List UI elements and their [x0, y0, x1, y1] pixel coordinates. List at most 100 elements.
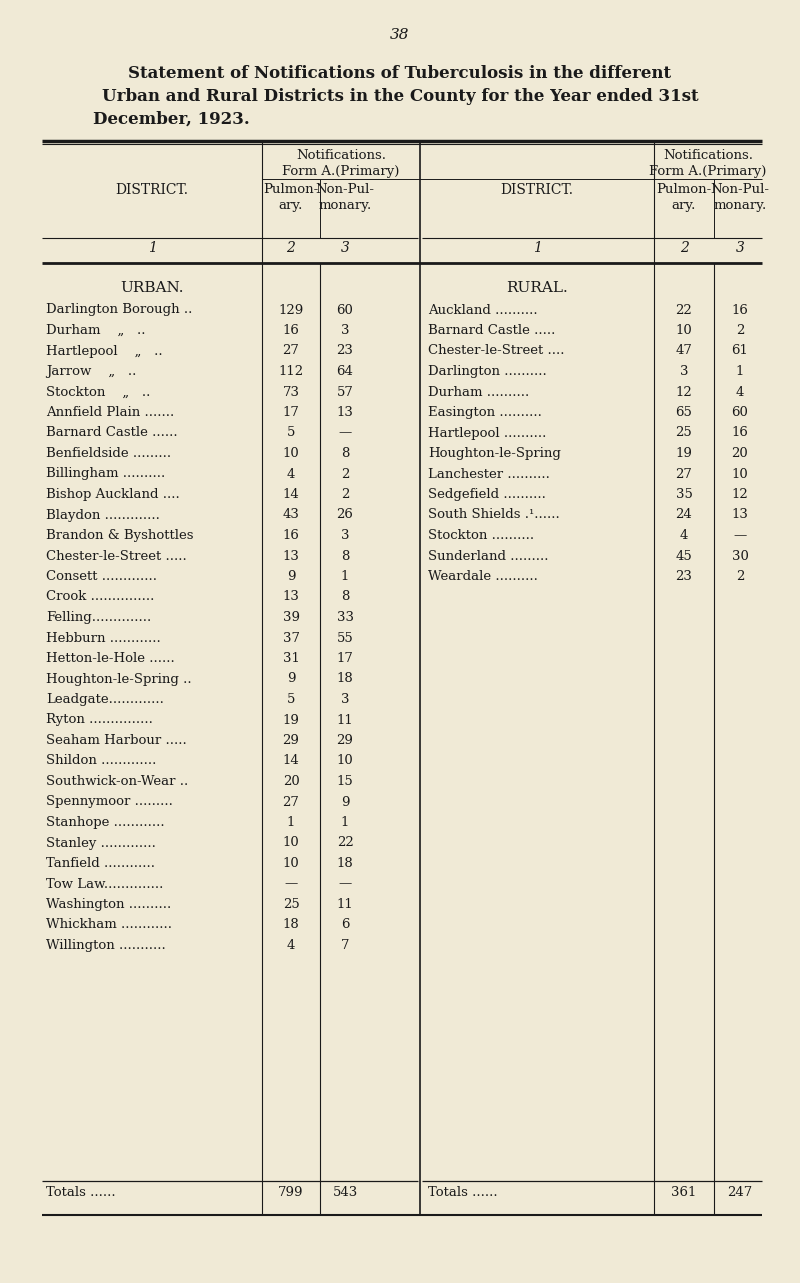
Text: 3: 3: [341, 325, 350, 337]
Text: 24: 24: [676, 508, 692, 521]
Text: Bishop Auckland ....: Bishop Auckland ....: [46, 488, 180, 500]
Text: Stockton    „   ..: Stockton „ ..: [46, 385, 150, 399]
Text: Spennymoor .........: Spennymoor .........: [46, 795, 173, 808]
Text: 47: 47: [675, 345, 693, 358]
Text: 23: 23: [675, 570, 693, 582]
Text: 29: 29: [282, 734, 299, 747]
Text: 17: 17: [282, 405, 299, 420]
Text: Barnard Castle ......: Barnard Castle ......: [46, 426, 178, 440]
Text: 4: 4: [680, 529, 688, 541]
Text: 23: 23: [337, 345, 354, 358]
Text: 11: 11: [337, 898, 354, 911]
Text: Crook ...............: Crook ...............: [46, 590, 154, 603]
Text: Houghton-le-Spring ..: Houghton-le-Spring ..: [46, 672, 192, 685]
Text: 2: 2: [736, 325, 744, 337]
Text: 60: 60: [731, 405, 749, 420]
Text: 45: 45: [676, 549, 692, 562]
Text: 8: 8: [341, 446, 349, 461]
Text: 1: 1: [287, 816, 295, 829]
Text: 35: 35: [675, 488, 693, 500]
Text: 13: 13: [282, 590, 299, 603]
Text: 799: 799: [278, 1185, 304, 1200]
Text: 10: 10: [282, 446, 299, 461]
Text: Ryton ...............: Ryton ...............: [46, 713, 153, 726]
Text: 39: 39: [282, 611, 299, 624]
Text: Statement of Notifications of Tuberculosis in the different: Statement of Notifications of Tuberculos…: [129, 65, 671, 82]
Text: Totals ......: Totals ......: [428, 1185, 498, 1200]
Text: 6: 6: [341, 919, 350, 931]
Text: 18: 18: [282, 919, 299, 931]
Text: 19: 19: [675, 446, 693, 461]
Text: 1: 1: [341, 570, 349, 582]
Text: 38: 38: [390, 28, 410, 42]
Text: 4: 4: [736, 385, 744, 399]
Text: 247: 247: [727, 1185, 753, 1200]
Text: 1: 1: [341, 816, 349, 829]
Text: 18: 18: [337, 672, 354, 685]
Text: Houghton-le-Spring: Houghton-le-Spring: [428, 446, 561, 461]
Text: 16: 16: [282, 325, 299, 337]
Text: Auckland ..........: Auckland ..........: [428, 304, 538, 317]
Text: URBAN.: URBAN.: [120, 281, 184, 295]
Text: Shildon .............: Shildon .............: [46, 754, 156, 767]
Text: RURAL.: RURAL.: [506, 281, 568, 295]
Text: Whickham ............: Whickham ............: [46, 919, 172, 931]
Text: 2: 2: [341, 467, 349, 481]
Text: 129: 129: [278, 304, 304, 317]
Text: 27: 27: [675, 467, 693, 481]
Text: Notifications.
Form A.(Primary): Notifications. Form A.(Primary): [650, 149, 766, 178]
Text: Jarrow    „   ..: Jarrow „ ..: [46, 364, 136, 378]
Text: 57: 57: [337, 385, 354, 399]
Text: Hartlepool ..........: Hartlepool ..........: [428, 426, 546, 440]
Text: 15: 15: [337, 775, 354, 788]
Text: Totals ......: Totals ......: [46, 1185, 116, 1200]
Text: Washington ..........: Washington ..........: [46, 898, 171, 911]
Text: 26: 26: [337, 508, 354, 521]
Text: 3: 3: [341, 693, 350, 706]
Text: December, 1923.: December, 1923.: [93, 112, 250, 128]
Text: 16: 16: [731, 304, 749, 317]
Text: Non-Pul-
monary.: Non-Pul- monary.: [710, 183, 770, 212]
Text: Southwick-on-Wear ..: Southwick-on-Wear ..: [46, 775, 188, 788]
Text: Billingham ..........: Billingham ..........: [46, 467, 166, 481]
Text: 73: 73: [282, 385, 299, 399]
Text: 18: 18: [337, 857, 354, 870]
Text: Lanchester ..........: Lanchester ..........: [428, 467, 550, 481]
Text: 4: 4: [287, 467, 295, 481]
Text: Chester-le-Street ....: Chester-le-Street ....: [428, 345, 565, 358]
Text: 13: 13: [337, 405, 354, 420]
Text: 64: 64: [337, 364, 354, 378]
Text: South Shields .¹......: South Shields .¹......: [428, 508, 560, 521]
Text: 3: 3: [341, 241, 350, 255]
Text: 55: 55: [337, 631, 354, 644]
Text: 12: 12: [732, 488, 748, 500]
Text: 22: 22: [676, 304, 692, 317]
Text: Darlington ..........: Darlington ..........: [428, 364, 546, 378]
Text: Tow Law..............: Tow Law..............: [46, 878, 163, 890]
Text: Annfield Plain .......: Annfield Plain .......: [46, 405, 174, 420]
Text: 7: 7: [341, 939, 350, 952]
Text: 19: 19: [282, 713, 299, 726]
Text: Stockton ..........: Stockton ..........: [428, 529, 534, 541]
Text: Barnard Castle .....: Barnard Castle .....: [428, 325, 555, 337]
Text: 14: 14: [282, 754, 299, 767]
Text: 13: 13: [282, 549, 299, 562]
Text: Sedgefield ..........: Sedgefield ..........: [428, 488, 546, 500]
Text: Consett .............: Consett .............: [46, 570, 157, 582]
Text: Hebburn ............: Hebburn ............: [46, 631, 161, 644]
Text: —: —: [338, 426, 352, 440]
Text: Non-Pul-
monary.: Non-Pul- monary.: [315, 183, 374, 212]
Text: 20: 20: [282, 775, 299, 788]
Text: 25: 25: [676, 426, 692, 440]
Text: 22: 22: [337, 837, 354, 849]
Text: 27: 27: [282, 795, 299, 808]
Text: 8: 8: [341, 549, 349, 562]
Text: 10: 10: [732, 467, 748, 481]
Text: DISTRICT.: DISTRICT.: [501, 183, 574, 198]
Text: Felling..............: Felling..............: [46, 611, 151, 624]
Text: Hetton-le-Hole ......: Hetton-le-Hole ......: [46, 652, 174, 665]
Text: Durham    „   ..: Durham „ ..: [46, 325, 146, 337]
Text: 17: 17: [337, 652, 354, 665]
Text: Weardale ..........: Weardale ..........: [428, 570, 538, 582]
Text: 543: 543: [332, 1185, 358, 1200]
